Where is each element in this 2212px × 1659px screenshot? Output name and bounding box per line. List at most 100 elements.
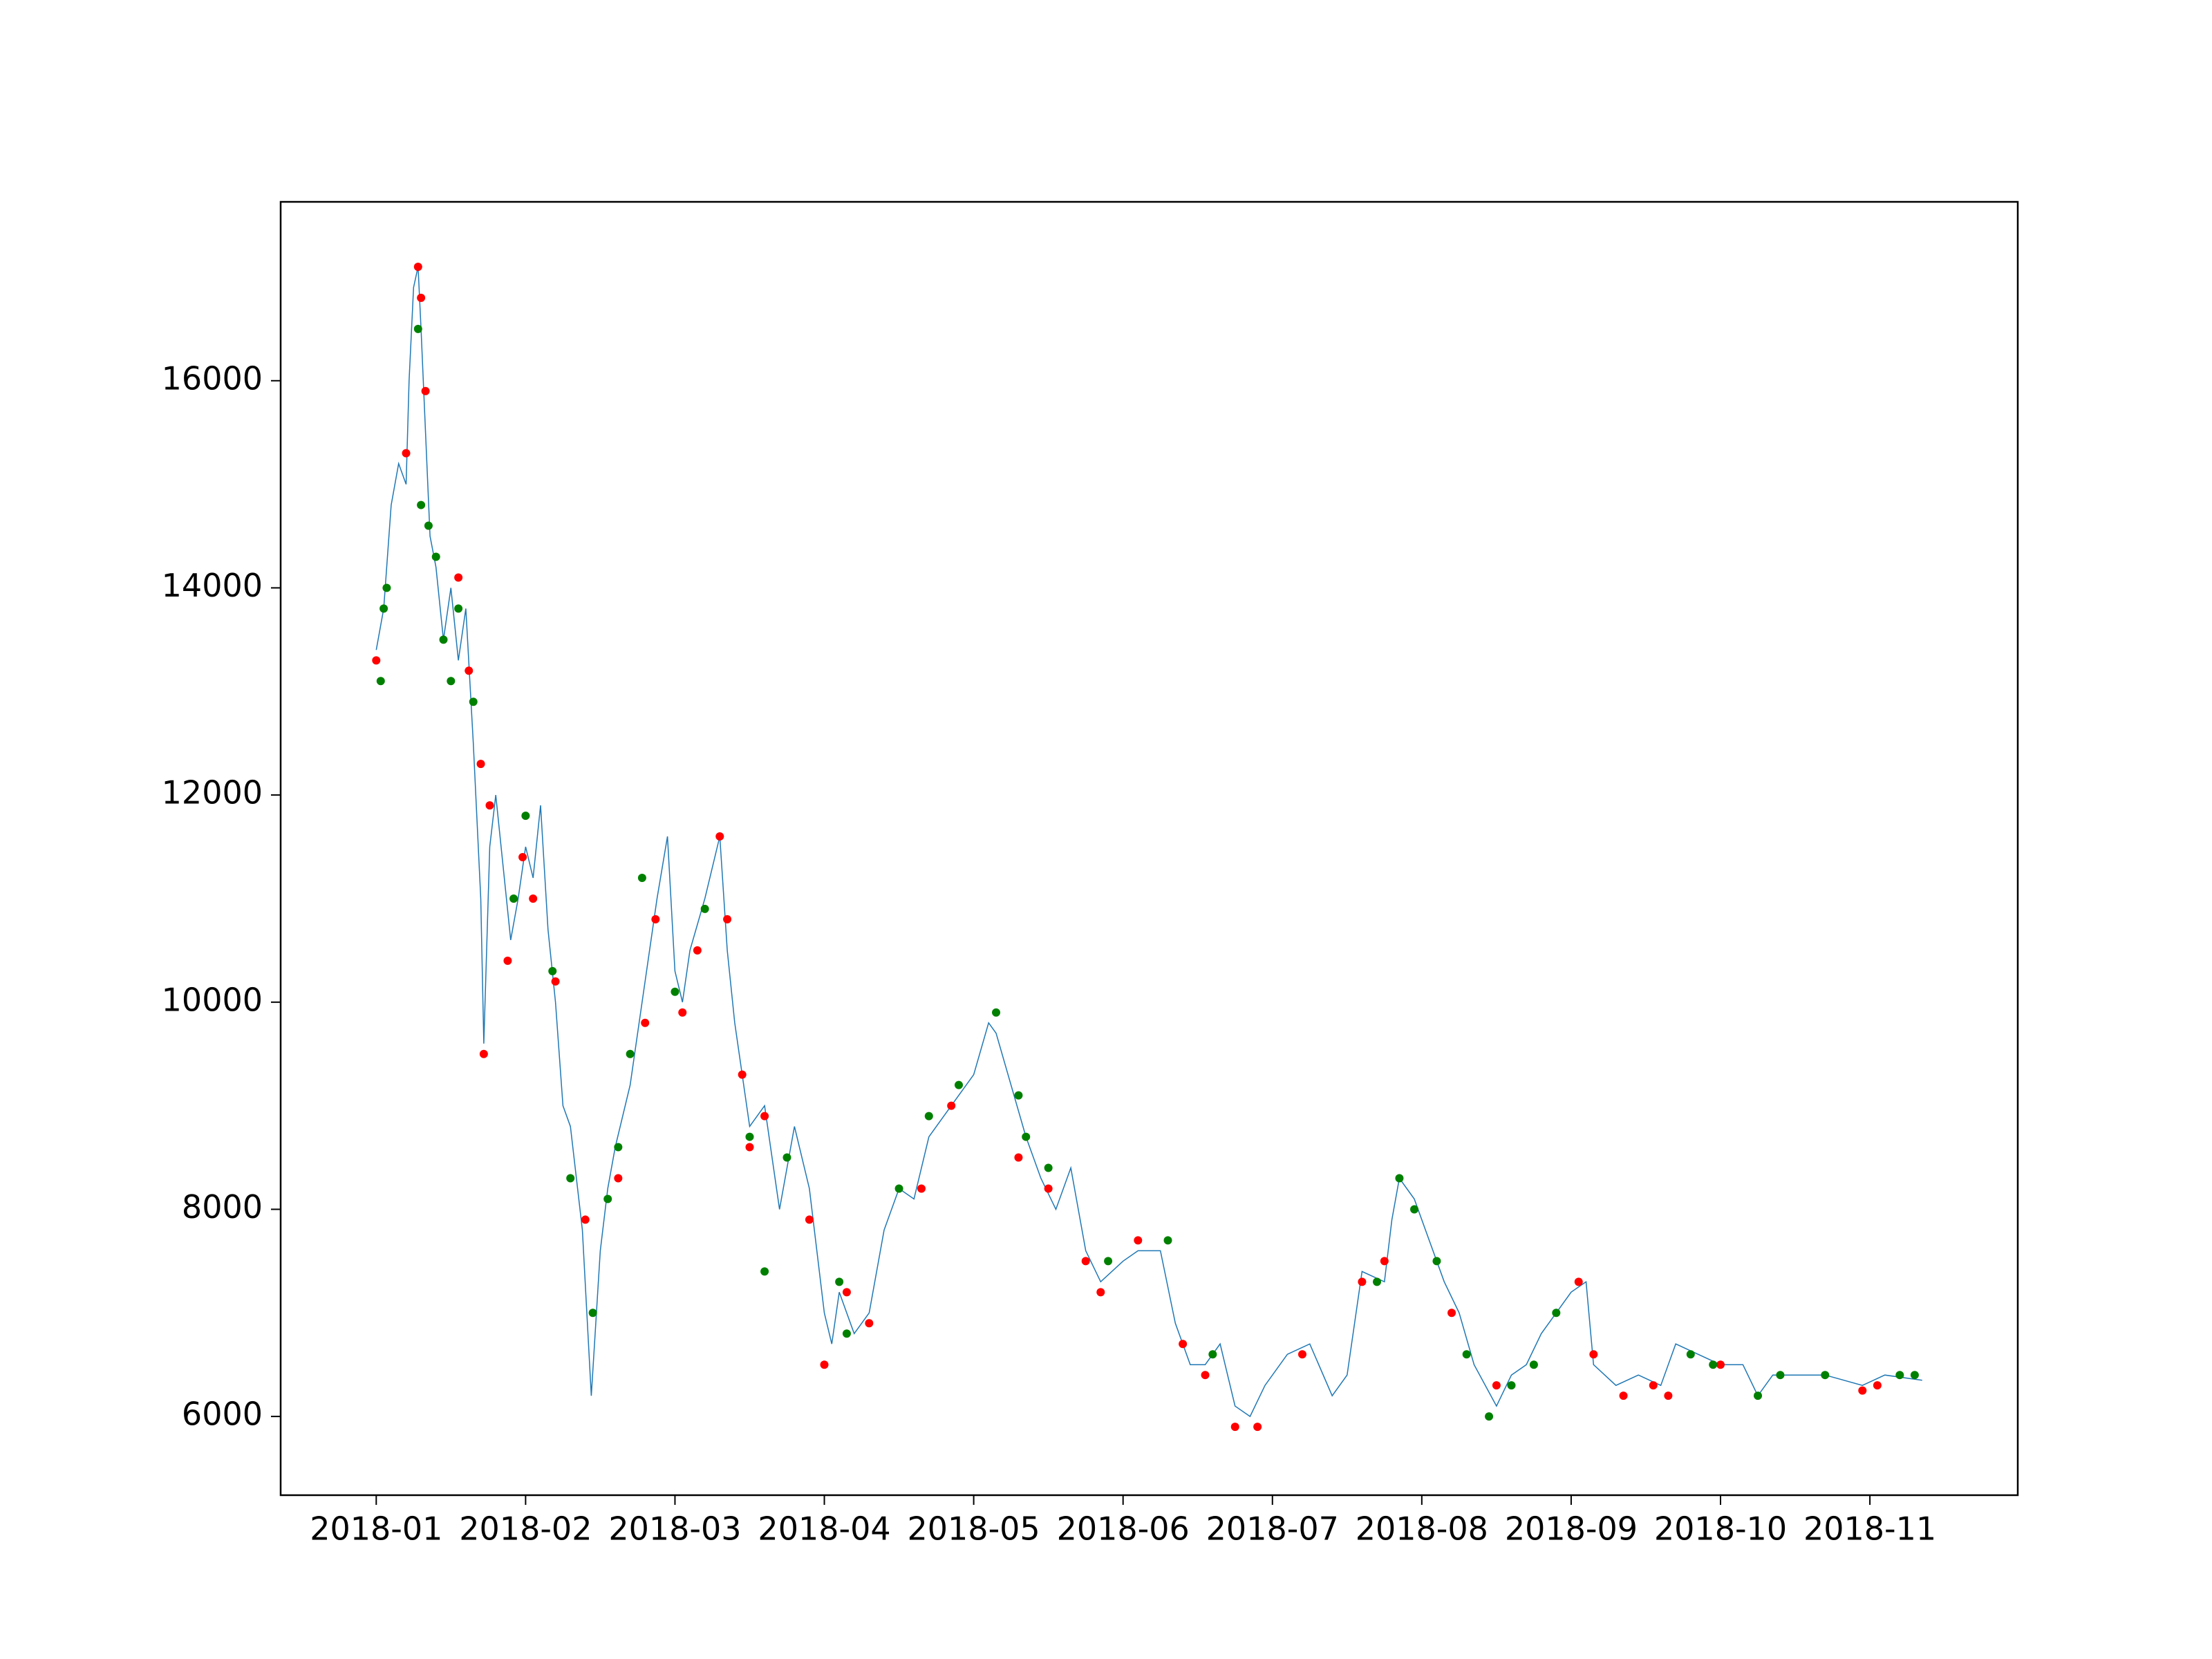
point [1492, 1381, 1501, 1390]
y-tick-label: 10000 [162, 981, 263, 1018]
point [1686, 1350, 1695, 1359]
point [924, 1112, 933, 1121]
point [1485, 1412, 1494, 1421]
point [421, 386, 430, 395]
point [1552, 1309, 1561, 1318]
price-line [375, 266, 1922, 1418]
point [641, 1018, 650, 1027]
point [581, 1215, 590, 1224]
point [1447, 1309, 1456, 1318]
point [454, 573, 463, 582]
point [1081, 1257, 1090, 1266]
point [745, 1132, 754, 1141]
point [820, 1360, 829, 1369]
point [1096, 1288, 1105, 1297]
point [417, 500, 426, 509]
point [521, 812, 530, 821]
point [465, 666, 474, 675]
y-tick-label: 6000 [182, 1396, 263, 1433]
plot-frame [279, 200, 2019, 1497]
point [551, 977, 560, 986]
x-tick-label: 2018-07 [1206, 1510, 1339, 1548]
point [842, 1288, 851, 1297]
point [424, 521, 433, 530]
x-tick-label: 2018-03 [608, 1510, 741, 1548]
point [1529, 1360, 1538, 1369]
point [518, 853, 527, 862]
point [865, 1319, 874, 1328]
point [566, 1174, 575, 1183]
point [1776, 1371, 1785, 1380]
point [476, 760, 485, 769]
point [588, 1309, 597, 1318]
point [1297, 1350, 1306, 1359]
point [738, 1070, 747, 1079]
point [700, 904, 709, 913]
point [1134, 1236, 1143, 1245]
point [1373, 1277, 1382, 1286]
point [614, 1143, 623, 1152]
point [678, 1008, 687, 1017]
point [1873, 1381, 1882, 1390]
point [1664, 1391, 1673, 1400]
point [379, 604, 388, 613]
point [1230, 1423, 1239, 1432]
point [1358, 1277, 1367, 1286]
point [1022, 1132, 1031, 1141]
point [1821, 1371, 1830, 1380]
point [454, 604, 463, 613]
point [1410, 1205, 1419, 1214]
point [760, 1267, 769, 1276]
point [1014, 1153, 1023, 1162]
x-tick-label: 2018-08 [1356, 1510, 1488, 1548]
point [1910, 1371, 1919, 1380]
point [745, 1143, 754, 1152]
y-tick-label: 12000 [162, 774, 263, 812]
point [1201, 1371, 1210, 1380]
point [1507, 1381, 1516, 1390]
point [626, 1049, 635, 1058]
point [1253, 1423, 1262, 1432]
point [485, 801, 494, 810]
point [417, 293, 426, 302]
point [1044, 1184, 1053, 1193]
point [1462, 1350, 1471, 1359]
x-tick-label: 2018-10 [1654, 1510, 1787, 1548]
point [954, 1080, 963, 1089]
point [1716, 1360, 1725, 1369]
point [992, 1008, 1001, 1017]
point [439, 635, 448, 644]
point [603, 1194, 612, 1203]
point [651, 915, 660, 924]
point [1380, 1257, 1389, 1266]
point [805, 1215, 814, 1224]
point [1432, 1257, 1441, 1266]
point [1014, 1091, 1023, 1100]
point [469, 697, 478, 706]
point [1895, 1371, 1904, 1380]
x-tick-label: 2018-02 [459, 1510, 592, 1548]
y-tick-label: 14000 [162, 567, 263, 604]
point [637, 873, 646, 882]
point [402, 449, 411, 458]
point [447, 677, 456, 686]
point [947, 1101, 956, 1110]
point [1754, 1391, 1763, 1400]
point [1619, 1391, 1628, 1400]
point [376, 677, 385, 686]
point [1858, 1386, 1867, 1395]
x-tick-label: 2018-04 [758, 1510, 890, 1548]
point [1649, 1381, 1658, 1390]
point [782, 1153, 791, 1162]
point [509, 894, 518, 903]
point [479, 1049, 488, 1058]
point [1574, 1277, 1583, 1286]
x-tick-label: 2018-01 [310, 1510, 442, 1548]
point [835, 1277, 844, 1286]
point [1104, 1257, 1113, 1266]
point [894, 1184, 903, 1193]
point [842, 1329, 851, 1338]
point [431, 552, 440, 561]
